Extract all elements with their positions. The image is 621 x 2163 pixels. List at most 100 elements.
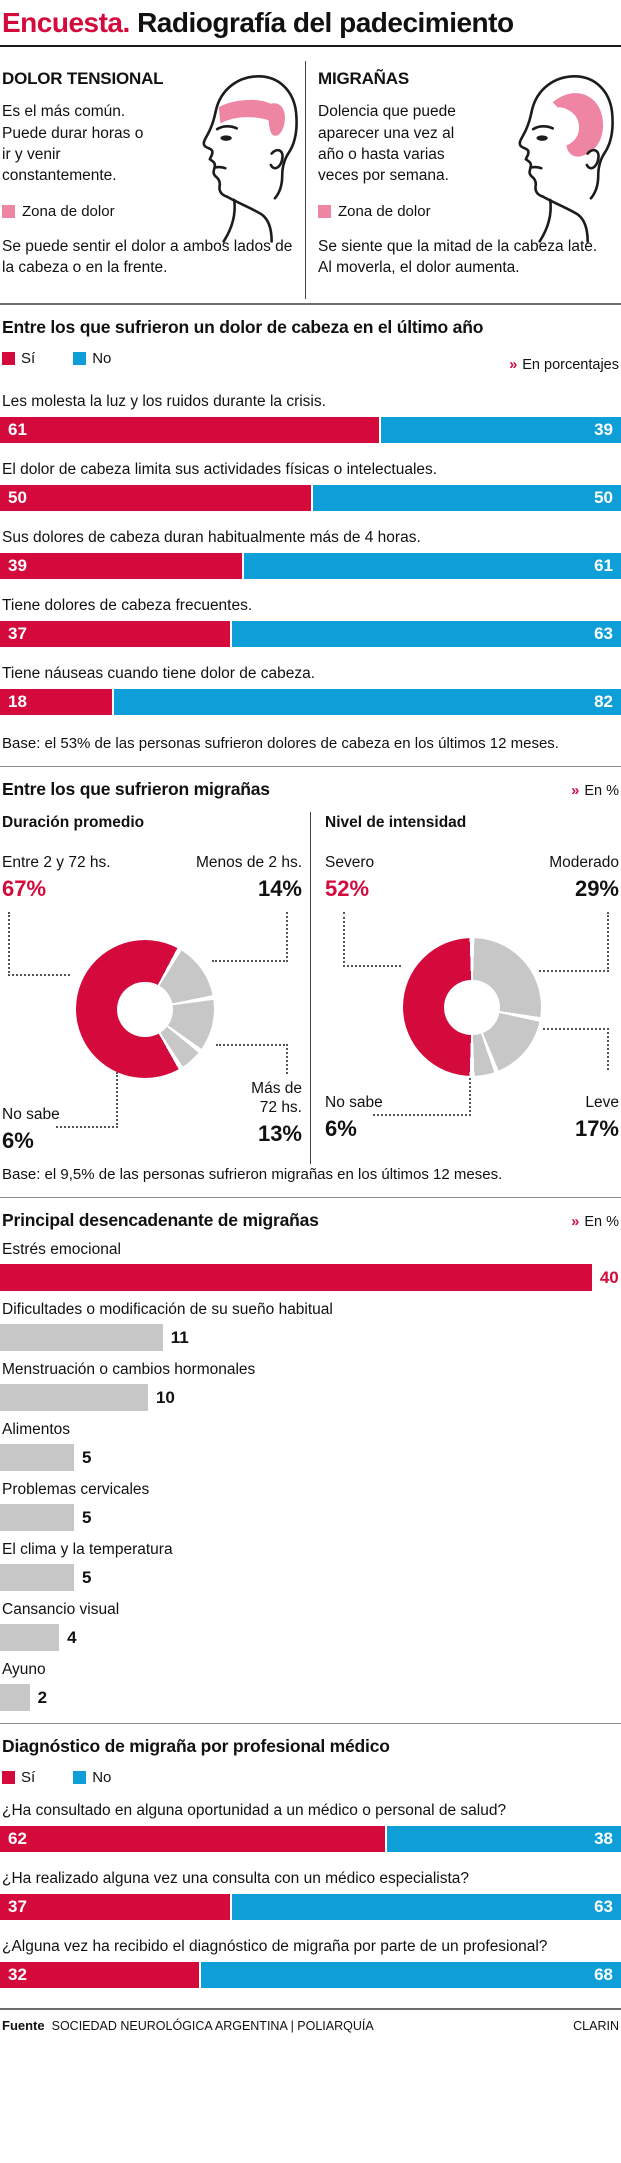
no-swatch-icon — [73, 352, 87, 366]
leader-line — [56, 1072, 118, 1129]
title-text: Radiografía del padecimiento — [137, 7, 514, 38]
si-segment: 50 — [0, 485, 311, 512]
stacked-bar: 62 38 — [0, 1826, 621, 1853]
donut-title: Duración promedio — [2, 814, 145, 832]
chevrons-icon: » — [509, 356, 518, 373]
legend-si-label: Sí — [21, 1769, 36, 1787]
headache-types-section: DOLOR TENSIONAL Es el más común. Puede d… — [0, 47, 621, 303]
footer-rule — [0, 2008, 621, 2011]
leader-line — [216, 1044, 288, 1075]
infographic-page: Encuesta. Radiografía del padecimiento D… — [0, 7, 621, 2033]
leader-line — [343, 912, 401, 968]
diagnosis-section: Diagnóstico de migraña por profesional m… — [0, 1724, 621, 2008]
trigger-bar — [0, 1264, 592, 1292]
bar-question: ¿Ha consultado en alguna oportunidad a u… — [2, 1802, 507, 1820]
stacked-bar-row: ¿Ha realizado alguna vez una consulta co… — [0, 1870, 621, 1921]
unit-note: » En % — [571, 783, 619, 800]
trigger-row: Problemas cervicales 5 — [0, 1481, 621, 1532]
no-swatch-icon — [73, 1771, 87, 1785]
trigger-bar — [0, 1624, 60, 1652]
section-title: Diagnóstico de migraña por profesional m… — [2, 1736, 390, 1757]
bar-chart-triggers: Estrés emocional 40 Dificultades o modific… — [0, 1241, 621, 1712]
leader-line — [212, 912, 288, 963]
si-value: 50 — [8, 488, 27, 508]
si-no-legend: Sí No — [0, 1767, 621, 1788]
no-segment: 38 — [387, 1826, 621, 1853]
trigger-row: Cansancio visual 4 — [0, 1601, 621, 1652]
stacked-bar: 32 68 — [0, 1962, 621, 1989]
trigger-value: 40 — [599, 1267, 619, 1287]
no-value: 38 — [594, 1829, 613, 1849]
stacked-bar-row: ¿Ha consultado en alguna oportunidad a u… — [0, 1802, 621, 1853]
trigger-bar — [0, 1444, 74, 1472]
donut-label-br: Más de 72 hs. 13% — [251, 1080, 302, 1146]
no-segment: 63 — [231, 1894, 621, 1921]
stacked-bar-chart-headache: Les molesta la luz y los ruidos durante … — [0, 393, 621, 716]
no-value: 63 — [594, 624, 613, 644]
trigger-bar-row: 11 — [0, 1324, 621, 1352]
bar-question: El dolor de cabeza limita sus actividade… — [2, 461, 438, 479]
no-value: 82 — [594, 692, 613, 712]
trigger-bar-row: 4 — [0, 1624, 621, 1652]
trigger-bar-row: 10 — [0, 1384, 621, 1412]
trigger-bar — [0, 1504, 74, 1532]
title-rule — [0, 45, 621, 48]
no-value: 68 — [594, 1965, 613, 1985]
trigger-value: 5 — [81, 1567, 92, 1587]
donut-panel-duracion: Duración promedio Entre 2 y 72 hs. 67% Me… — [0, 812, 310, 1164]
pink-swatch-icon — [318, 204, 331, 218]
chevrons-icon: » — [571, 1214, 580, 1231]
pain-zone-legend: Zona de dolor — [2, 203, 299, 220]
trigger-bar — [0, 1324, 163, 1352]
stacked-bar-row: Tiene dolores de cabeza frecuentes. 37 63 — [0, 597, 621, 648]
trigger-value: 2 — [37, 1687, 48, 1707]
legend-no-label: No — [92, 1769, 112, 1787]
trigger-value: 5 — [81, 1507, 92, 1527]
trigger-bar-row: 5 — [0, 1504, 621, 1532]
trigger-label: Alimentos — [2, 1421, 71, 1439]
leader-line — [373, 1058, 471, 1117]
triggers-section: Principal desencadenante de migrañas » En… — [0, 1198, 621, 1723]
stacked-bar: 39 61 — [0, 553, 621, 580]
base-note: Base: el 53% de las personas sufrieron d… — [2, 735, 559, 753]
si-segment: 62 — [0, 1826, 386, 1853]
bar-question: Les molesta la luz y los ruidos durante … — [2, 393, 326, 411]
trigger-row: Alimentos 5 — [0, 1421, 621, 1472]
si-swatch-icon — [2, 352, 15, 366]
donut-label-tl: Severo 52% — [325, 854, 375, 902]
bar-question: Sus dolores de cabeza duran habitualment… — [2, 529, 421, 547]
no-value: 39 — [594, 420, 613, 440]
stacked-bar-row: Les molesta la luz y los ruidos durante … — [0, 393, 621, 444]
panel-migranas: MIGRAÑAS Dolencia que puede aparecer una… — [305, 61, 621, 300]
no-segment: 61 — [244, 553, 621, 580]
pain-zone — [552, 93, 604, 157]
donut-hole — [117, 981, 173, 1037]
donut-panel-intensidad: Nivel de intensidad Severo 52% Moderado 29… — [310, 812, 621, 1165]
legend-no-label: No — [92, 350, 112, 368]
si-value: 37 — [8, 624, 27, 644]
pain-zone — [268, 103, 285, 136]
donut-label-tl: Entre 2 y 72 hs. 67% — [2, 854, 111, 902]
no-value: 61 — [594, 556, 613, 576]
trigger-label: Problemas cervicales — [2, 1481, 150, 1499]
no-segment: 63 — [231, 621, 621, 648]
trigger-label: El clima y la temperatura — [2, 1541, 173, 1559]
section-title: Entre los que sufrieron un dolor de cabe… — [2, 317, 484, 338]
kicker: Encuesta. — [2, 7, 130, 38]
unit-note: » En porcentajes — [509, 356, 619, 373]
section-title: Principal desencadenante de migrañas — [2, 1210, 319, 1231]
si-segment: 61 — [0, 417, 379, 444]
si-segment: 39 — [0, 553, 243, 580]
bar-question: ¿Ha realizado alguna vez una consulta co… — [2, 1870, 470, 1888]
trigger-row: Ayuno 2 — [0, 1661, 621, 1712]
si-value: 39 — [8, 556, 27, 576]
eye — [220, 135, 232, 142]
leader-line — [8, 912, 70, 977]
head-illustration-migraine — [518, 75, 614, 243]
si-value: 37 — [8, 1897, 27, 1917]
panel-title: MIGRAÑAS — [318, 69, 409, 89]
panel-note: Se siente que la mitad de la cabeza late… — [318, 237, 598, 276]
page-title: Encuesta. Radiografía del padecimiento — [2, 7, 619, 39]
si-segment: 32 — [0, 1962, 199, 1989]
si-swatch-icon — [2, 1771, 15, 1785]
